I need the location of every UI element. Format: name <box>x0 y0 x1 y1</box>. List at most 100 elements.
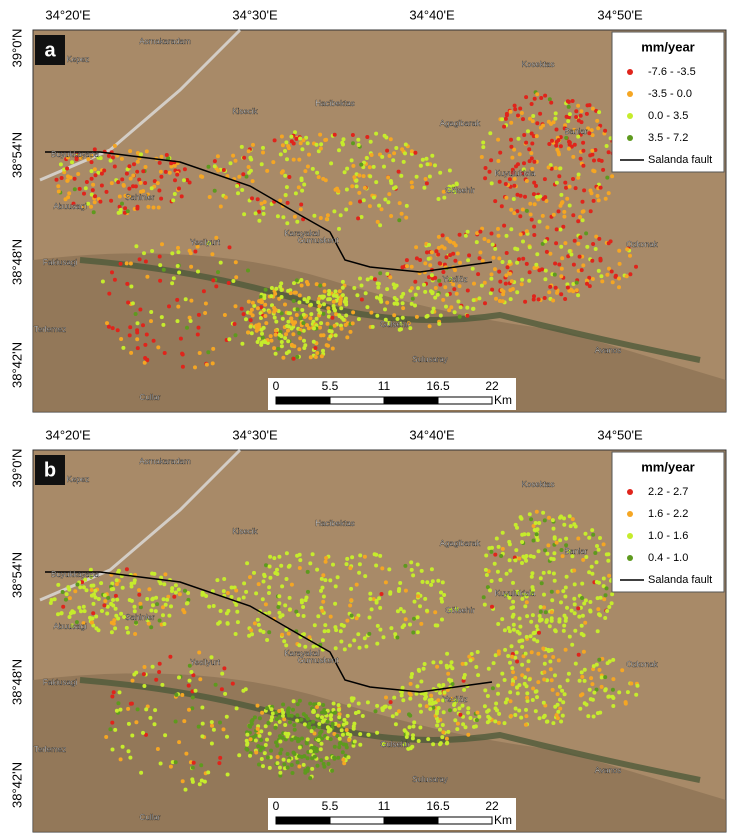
measurement-point <box>514 650 519 655</box>
measurement-point <box>424 314 429 319</box>
measurement-point <box>542 296 547 300</box>
place-name: Terlemez <box>34 745 66 754</box>
measurement-point <box>257 336 262 341</box>
measurement-point <box>283 336 288 340</box>
measurement-point <box>576 652 581 657</box>
measurement-point <box>272 306 277 310</box>
measurement-point <box>466 706 471 711</box>
measurement-point <box>201 289 206 294</box>
measurement-point <box>600 656 605 661</box>
measurement-point <box>257 218 262 223</box>
measurement-point <box>285 708 290 712</box>
measurement-point <box>401 291 406 296</box>
scale-segment <box>383 816 439 825</box>
measurement-point <box>89 154 94 158</box>
measurement-point <box>177 270 182 275</box>
measurement-point <box>340 285 345 290</box>
measurement-point <box>528 634 533 639</box>
latitude-label: 38°54'N <box>9 132 24 178</box>
measurement-point <box>563 241 568 246</box>
measurement-point <box>105 321 109 326</box>
measurement-point <box>435 664 440 669</box>
measurement-point <box>502 124 507 129</box>
measurement-point <box>267 610 272 615</box>
measurement-point <box>250 300 255 305</box>
measurement-point <box>576 536 581 541</box>
measurement-point <box>537 268 542 273</box>
measurement-point <box>290 771 295 775</box>
measurement-point <box>375 641 380 646</box>
measurement-point <box>454 182 459 187</box>
legend-title: mm/year <box>641 459 694 474</box>
measurement-point <box>542 177 547 182</box>
measurement-point <box>604 552 609 557</box>
measurement-point <box>72 187 77 192</box>
measurement-point <box>109 630 114 635</box>
measurement-point <box>605 272 610 277</box>
measurement-point <box>387 153 392 158</box>
measurement-point <box>394 711 399 716</box>
measurement-point <box>298 336 303 341</box>
measurement-point <box>564 543 569 548</box>
measurement-point <box>565 196 570 201</box>
measurement-point <box>277 765 282 770</box>
measurement-point <box>165 597 170 602</box>
measurement-point <box>410 672 414 676</box>
measurement-point <box>563 123 568 128</box>
measurement-point <box>249 331 254 336</box>
measurement-point <box>111 598 115 602</box>
measurement-point <box>465 313 470 318</box>
measurement-point <box>48 601 53 605</box>
measurement-point <box>175 297 180 302</box>
measurement-point <box>477 256 482 261</box>
measurement-point <box>106 324 111 329</box>
measurement-point <box>559 266 564 271</box>
measurement-point <box>485 585 490 590</box>
measurement-point <box>260 331 264 336</box>
measurement-point <box>79 609 83 614</box>
measurement-point <box>199 778 204 783</box>
measurement-point <box>89 620 94 625</box>
measurement-point <box>376 281 381 286</box>
measurement-point <box>594 560 599 565</box>
longitude-label: 34°40'E <box>409 7 455 22</box>
measurement-point <box>493 267 497 272</box>
place-name: Cullar <box>140 393 161 402</box>
measurement-point <box>378 553 383 558</box>
measurement-point <box>180 779 185 784</box>
measurement-point <box>275 567 279 572</box>
measurement-point <box>248 753 252 758</box>
measurement-point <box>529 156 534 161</box>
measurement-point <box>288 720 292 725</box>
measurement-point <box>284 140 289 145</box>
measurement-point <box>292 307 297 312</box>
measurement-point <box>295 307 300 312</box>
measurement-point <box>420 157 425 162</box>
measurement-point <box>508 568 513 573</box>
measurement-point <box>363 291 368 296</box>
scale-unit: Km <box>494 813 512 827</box>
measurement-point <box>308 776 313 781</box>
measurement-point <box>225 174 230 179</box>
measurement-point <box>110 747 115 752</box>
measurement-point <box>518 193 523 198</box>
measurement-point <box>128 149 133 154</box>
measurement-point <box>374 295 379 300</box>
measurement-point <box>359 283 364 288</box>
measurement-point <box>154 595 159 600</box>
measurement-point <box>508 297 513 302</box>
measurement-point <box>562 214 567 219</box>
measurement-point <box>229 585 234 590</box>
measurement-point <box>521 654 526 659</box>
measurement-point <box>297 347 302 352</box>
measurement-point <box>437 321 442 326</box>
measurement-point <box>265 737 269 742</box>
measurement-point <box>190 777 195 782</box>
measurement-point <box>430 290 435 295</box>
measurement-point <box>265 706 269 711</box>
measurement-point <box>369 275 374 280</box>
measurement-point <box>554 540 559 545</box>
measurement-point <box>332 744 337 749</box>
measurement-point <box>425 250 429 255</box>
measurement-point <box>274 740 278 745</box>
